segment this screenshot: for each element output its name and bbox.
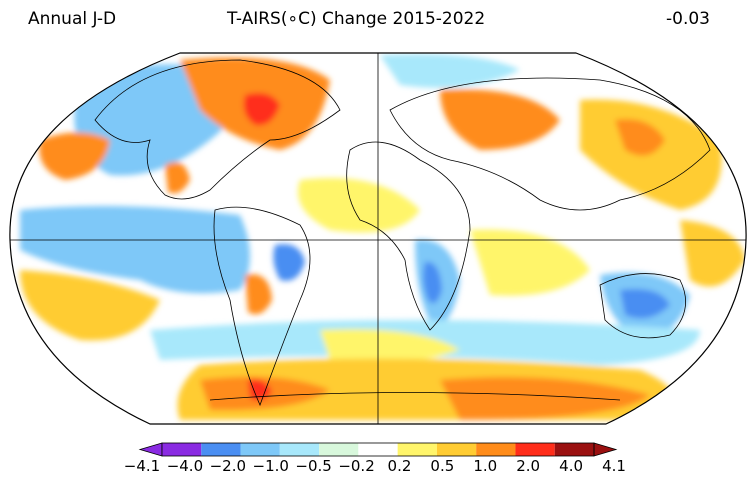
colorbar-tick-label: −2.0: [209, 457, 247, 475]
south-america-warm: [245, 274, 272, 315]
colorbar-tick-label: 4.0: [559, 457, 584, 475]
coastlines: [94, 59, 711, 407]
south-atlantic-warm: [320, 329, 460, 364]
colorbar-tick-label: 4.1: [602, 457, 626, 475]
colorbar-tick-label: 0.5: [430, 457, 455, 475]
colorbar-segment-8: [476, 443, 516, 456]
colorbar-segment-1: [201, 443, 241, 456]
colorbar-segment-2: [240, 443, 280, 456]
south-pacific-warm: [20, 270, 160, 341]
colorbar-tick-label: −0.2: [338, 457, 375, 475]
colorbar-segment-5: [358, 443, 398, 456]
indian-ocean-warm: [470, 229, 590, 296]
colorbar-tick-label: −0.5: [295, 457, 332, 475]
mexico-warm: [165, 162, 190, 194]
period-label: Annual J-D: [28, 9, 117, 29]
amazon-cool: [273, 244, 305, 281]
north-pacific-warm-blob: [39, 132, 110, 180]
colorbar-tick-label: −1.0: [252, 457, 289, 475]
colorbar-min-arrow: [138, 442, 163, 457]
globe-outline: [9, 52, 747, 425]
northeast-canada-hotspot: [243, 92, 280, 126]
east-antarctica-warm: [440, 377, 650, 420]
colorbar-segment-4: [319, 443, 359, 456]
colorbar-tick-label: 2.0: [516, 457, 541, 475]
colorbar-tick-label: 1.0: [473, 457, 498, 475]
east-asia-warm: [580, 99, 722, 210]
colorbar-tick-label: −4.0: [166, 457, 204, 475]
colorbar-segment-0: [162, 443, 202, 456]
colorbar-segment-7: [436, 443, 477, 456]
antarctic-peninsula-hotspot: [248, 379, 272, 401]
colorbar-tick-label: −4.1: [123, 457, 161, 475]
global-mean-value: -0.03: [666, 9, 710, 29]
australia-core-cool: [620, 289, 670, 319]
colorbar-segment-10: [554, 443, 594, 456]
colorbar-segment-9: [515, 443, 555, 456]
east-asia-core-warm: [615, 119, 665, 156]
colorbar-max-arrow: [593, 442, 618, 457]
africa-core-cool: [423, 261, 442, 304]
east-pacific-cool: [20, 206, 250, 294]
colorbar-tick-label: 0.2: [387, 457, 412, 475]
colorbar-frame: [161, 442, 595, 457]
colorbar-segment-6: [397, 443, 437, 456]
siberia-warm: [440, 89, 560, 150]
colorbar-segment-3: [279, 443, 320, 456]
atlantic-warm: [298, 178, 420, 233]
arctic-cool: [380, 54, 520, 88]
map-title: T-AIRS(∘C) Change 2015-2022: [227, 9, 486, 29]
west-pacific-warm: [680, 220, 745, 287]
